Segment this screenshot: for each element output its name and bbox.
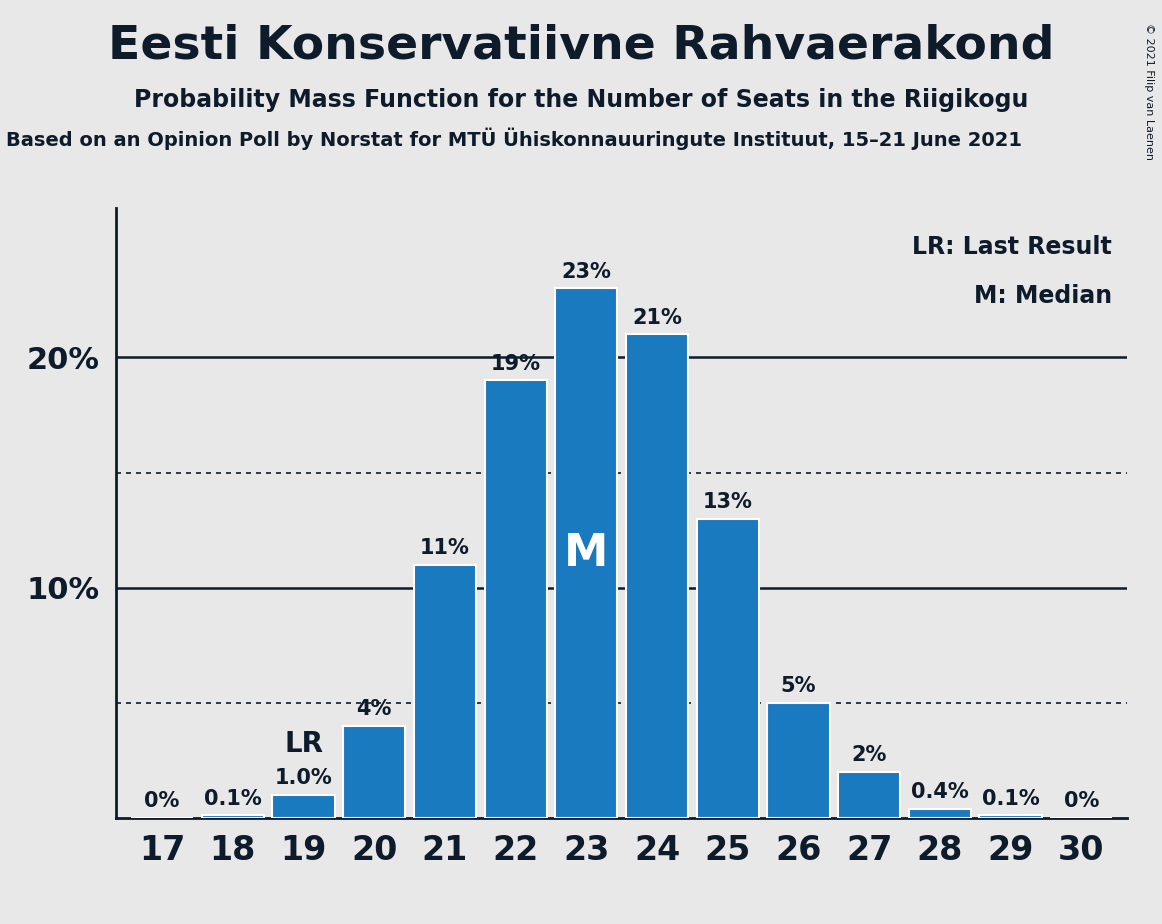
- Text: 1.0%: 1.0%: [274, 768, 332, 788]
- Bar: [909, 808, 971, 818]
- Text: 13%: 13%: [703, 492, 753, 512]
- Bar: [626, 334, 688, 818]
- Bar: [696, 518, 759, 818]
- Text: M: M: [564, 531, 609, 575]
- Text: 0%: 0%: [144, 791, 180, 811]
- Text: 0%: 0%: [1063, 791, 1099, 811]
- Text: 4%: 4%: [357, 699, 392, 719]
- Bar: [767, 702, 830, 818]
- Text: 23%: 23%: [561, 261, 611, 282]
- Text: 0.1%: 0.1%: [982, 788, 1039, 808]
- Text: Based on an Opinion Poll by Norstat for MTÜ Ühiskonnauuringute Instituut, 15–21 : Based on an Opinion Poll by Norstat for …: [6, 128, 1021, 150]
- Text: 5%: 5%: [781, 675, 816, 696]
- Text: 21%: 21%: [632, 308, 682, 328]
- Bar: [555, 288, 617, 818]
- Text: 11%: 11%: [419, 538, 469, 558]
- Text: 2%: 2%: [852, 745, 887, 765]
- Text: 0.4%: 0.4%: [911, 782, 969, 802]
- Text: Probability Mass Function for the Number of Seats in the Riigikogu: Probability Mass Function for the Number…: [134, 88, 1028, 112]
- Bar: [272, 795, 335, 818]
- Bar: [414, 565, 476, 818]
- Bar: [838, 772, 901, 818]
- Text: 0.1%: 0.1%: [205, 788, 261, 808]
- Text: LR: Last Result: LR: Last Result: [912, 236, 1112, 260]
- Text: Eesti Konservatiivne Rahvaerakond: Eesti Konservatiivne Rahvaerakond: [108, 23, 1054, 68]
- Bar: [485, 381, 547, 818]
- Bar: [980, 816, 1041, 818]
- Text: M: Median: M: Median: [974, 285, 1112, 308]
- Bar: [202, 816, 264, 818]
- Text: 19%: 19%: [490, 354, 540, 373]
- Bar: [343, 725, 406, 818]
- Text: © 2021 Filip van Laenen: © 2021 Filip van Laenen: [1143, 23, 1154, 160]
- Text: LR: LR: [284, 730, 323, 758]
